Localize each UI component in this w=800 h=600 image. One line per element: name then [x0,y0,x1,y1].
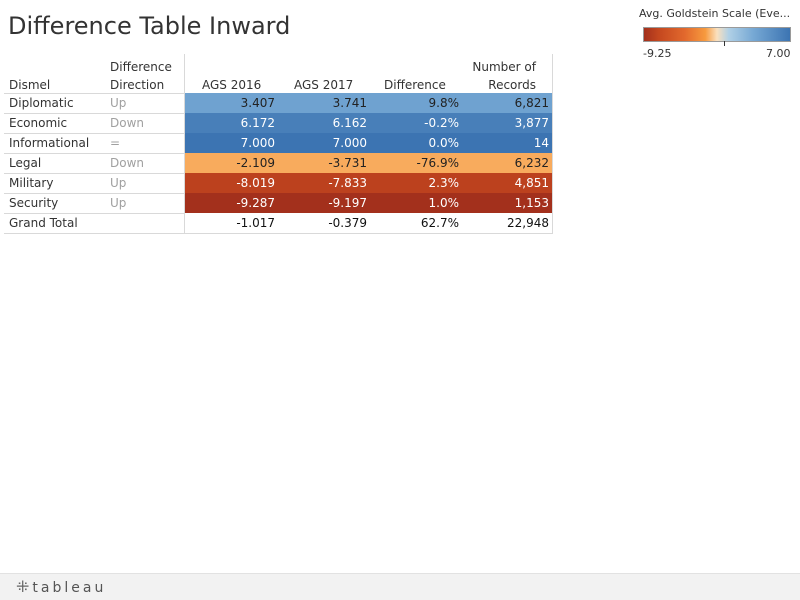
table-row: Security Up -9.287 -9.197 1.0% 1,153 [4,193,553,213]
row-header-divider [184,54,185,234]
records-cell: 6,232 [514,156,549,170]
color-legend-min-label: -9.25 [643,47,672,60]
row-divider [4,133,185,134]
direction-cell: Up [110,176,127,190]
table-row: Legal Down -2.109 -3.731 -76.9% 6,232 [4,153,553,173]
dismel-cell: Economic [9,116,68,130]
records-cell: 22,948 [507,216,549,230]
ags2016-cell: -2.109 [236,156,275,170]
direction-cell: Up [110,196,127,210]
page-title: Difference Table Inward [8,12,291,40]
row-divider [4,93,185,94]
column-header-ags2017: AGS 2017 [294,78,354,92]
difference-cell: -76.9% [416,156,459,170]
difference-cell: 2.3% [428,176,460,190]
dismel-cell: Grand Total [9,216,78,230]
row-color-band[interactable] [185,93,552,113]
table-row: Economic Down 6.172 6.162 -0.2% 3,877 [4,113,553,133]
column-header-direction-line2: Direction [110,78,165,92]
column-header-records-line2: Records [488,78,536,92]
ags2016-cell: 3.407 [240,96,275,110]
dismel-cell: Informational [9,136,90,150]
column-header-dismel: Dismel [9,78,51,92]
row-color-band[interactable] [185,113,552,133]
ags2017-cell: -3.731 [328,156,367,170]
table-row: Informational = 7.000 7.000 0.0% 14 [4,133,553,153]
dismel-cell: Legal [9,156,42,170]
table-bottom-border [4,233,553,234]
column-header-records: Number of Records [462,58,536,94]
row-divider [4,213,185,214]
difference-cell: 0.0% [428,136,460,150]
ags2016-cell: 6.172 [240,116,275,130]
direction-cell: Down [110,116,145,130]
direction-cell: Down [110,156,145,170]
difference-cell: 1.0% [428,196,460,210]
row-divider [4,113,185,114]
ags2017-cell: -9.197 [328,196,367,210]
dismel-cell: Military [9,176,54,190]
ags2016-cell: -9.287 [236,196,275,210]
tableau-footer [0,573,800,600]
column-header-direction-line1: Difference [110,60,172,74]
grand-total-row: Grand Total -1.017 -0.379 62.7% 22,948 [4,213,553,234]
ags2016-cell: -8.019 [236,176,275,190]
ags2017-cell: -0.379 [328,216,367,230]
tableau-logo[interactable]: ⁜ tableau [16,577,106,596]
tableau-logo-text: tableau [32,580,107,596]
difference-cell: 9.8% [428,96,460,110]
color-legend-center-tick [724,41,725,46]
column-header-difference: Difference [384,78,446,92]
column-header-ags2016: AGS 2016 [202,78,262,92]
difference-table: Dismel Difference Direction AGS 2016 AGS… [4,54,553,234]
table-row: Military Up -8.019 -7.833 2.3% 4,851 [4,173,553,193]
ags2017-cell: 3.741 [332,96,367,110]
ags2017-cell: 6.162 [332,116,367,130]
records-cell: 3,877 [514,116,549,130]
column-header-records-line1: Number of [472,60,536,74]
row-color-band[interactable] [185,173,552,193]
table-right-border [552,54,553,234]
table-row: Diplomatic Up 3.407 3.741 9.8% 6,821 [4,93,553,113]
dismel-cell: Diplomatic [9,96,74,110]
color-legend-max-label: 7.00 [766,47,791,60]
ags2017-cell: 7.000 [332,136,367,150]
ags2017-cell: -7.833 [328,176,367,190]
difference-cell: 62.7% [420,216,459,230]
ags2016-cell: 7.000 [240,136,275,150]
records-cell: 4,851 [514,176,549,190]
row-color-band[interactable] [185,133,552,153]
ags2016-cell: -1.017 [236,216,275,230]
direction-cell: Up [110,96,127,110]
row-divider [4,173,185,174]
records-cell: 6,821 [514,96,549,110]
color-legend-title[interactable]: Avg. Goldstein Scale (Eve... [639,7,791,20]
column-header-direction: Difference Direction [110,58,172,94]
row-color-band[interactable] [185,193,552,213]
row-color-band[interactable] [185,153,552,173]
color-legend-gradient [643,27,791,42]
tableau-logo-mark-icon: ⁜ [16,577,30,596]
records-cell: 14 [533,136,549,150]
records-cell: 1,153 [514,196,549,210]
row-divider [4,153,185,154]
difference-cell: -0.2% [424,116,459,130]
direction-cell: = [110,136,121,150]
row-divider [4,193,185,194]
dismel-cell: Security [9,196,59,210]
